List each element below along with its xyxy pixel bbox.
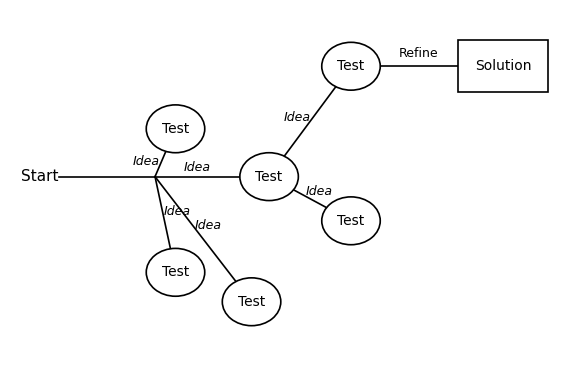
Ellipse shape bbox=[240, 153, 298, 201]
Text: Test: Test bbox=[162, 265, 189, 279]
Text: Idea: Idea bbox=[306, 185, 333, 198]
Ellipse shape bbox=[322, 197, 380, 245]
Text: Idea: Idea bbox=[133, 155, 160, 168]
FancyBboxPatch shape bbox=[457, 40, 549, 92]
Text: Test: Test bbox=[238, 295, 265, 309]
Text: Test: Test bbox=[338, 214, 364, 228]
Ellipse shape bbox=[322, 42, 380, 90]
Text: Idea: Idea bbox=[184, 161, 211, 174]
Text: Test: Test bbox=[256, 170, 283, 184]
Ellipse shape bbox=[222, 278, 281, 326]
Text: Test: Test bbox=[338, 59, 364, 73]
Text: Refine: Refine bbox=[399, 47, 439, 60]
Ellipse shape bbox=[146, 248, 205, 296]
Text: Solution: Solution bbox=[475, 59, 531, 73]
Text: Idea: Idea bbox=[195, 219, 222, 231]
Text: Start: Start bbox=[21, 169, 58, 184]
Text: Test: Test bbox=[162, 122, 189, 136]
Text: Idea: Idea bbox=[283, 111, 310, 124]
Text: Idea: Idea bbox=[164, 205, 191, 218]
Ellipse shape bbox=[146, 105, 205, 153]
